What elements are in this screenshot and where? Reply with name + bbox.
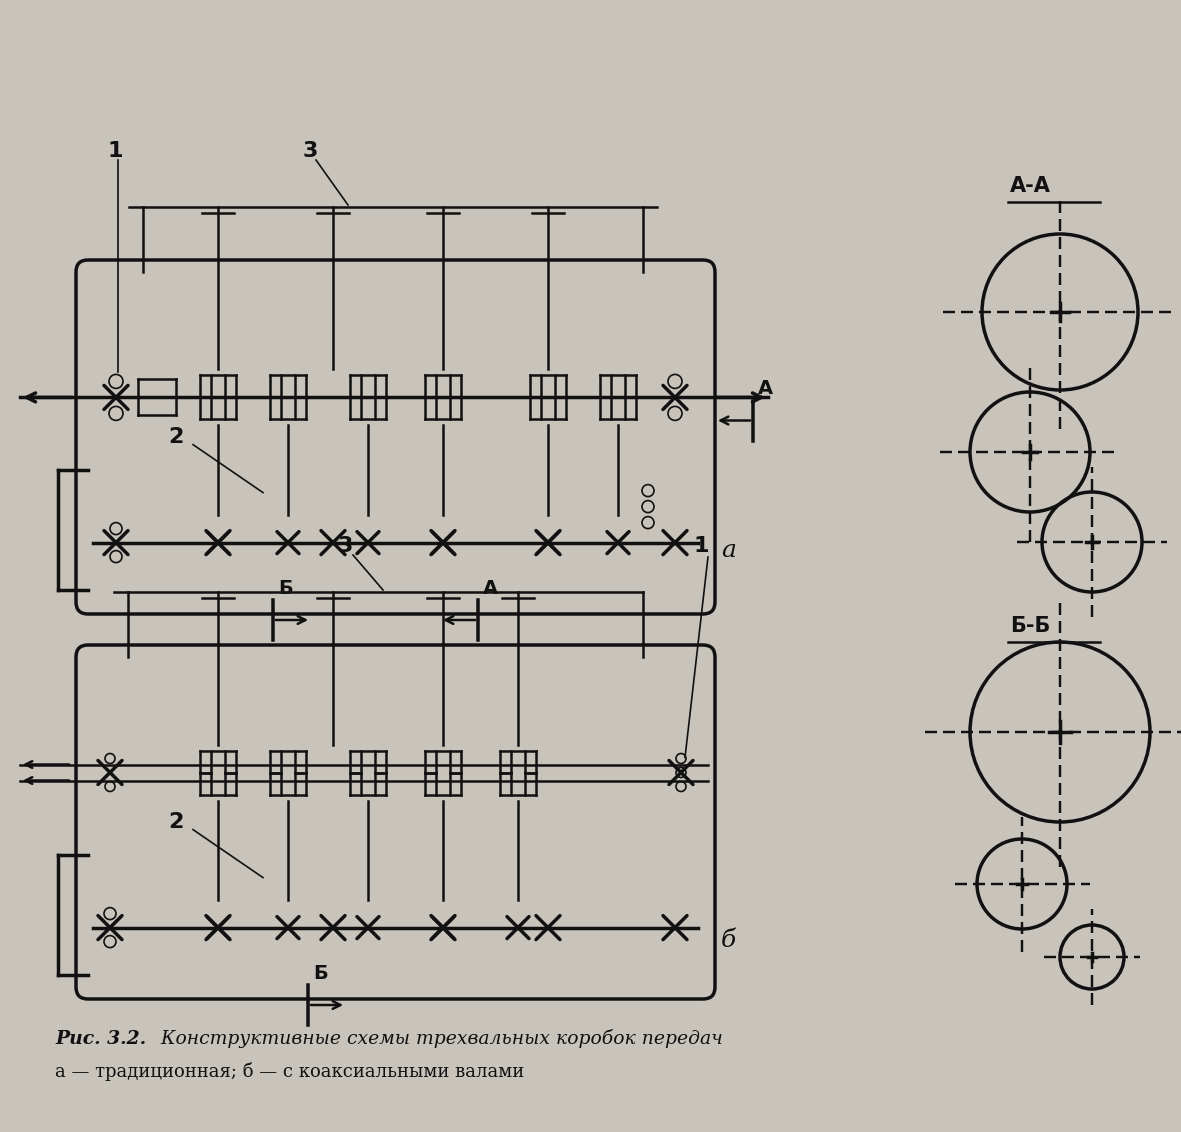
Text: Конструктивные схемы трехвальных коробок передач: Конструктивные схемы трехвальных коробок… xyxy=(155,1029,723,1048)
Text: Б: Б xyxy=(278,578,293,598)
Text: а — традиционная; б — с коаксиальными валами: а — традиционная; б — с коаксиальными ва… xyxy=(56,1062,524,1081)
Text: 3: 3 xyxy=(338,535,353,556)
Text: Рис. 3.2.: Рис. 3.2. xyxy=(56,1030,146,1048)
Text: A: A xyxy=(758,379,774,398)
Text: Б: Б xyxy=(313,964,328,983)
Text: A: A xyxy=(483,578,498,598)
Text: 1: 1 xyxy=(107,142,124,161)
Text: а: а xyxy=(720,539,736,561)
Text: 3: 3 xyxy=(304,142,319,161)
Text: б: б xyxy=(720,929,736,952)
Text: А-А: А-А xyxy=(1010,175,1051,196)
Text: 2: 2 xyxy=(168,812,183,832)
Text: 1: 1 xyxy=(693,535,709,556)
Text: 2: 2 xyxy=(168,427,183,447)
Text: Б-Б: Б-Б xyxy=(1010,616,1050,636)
